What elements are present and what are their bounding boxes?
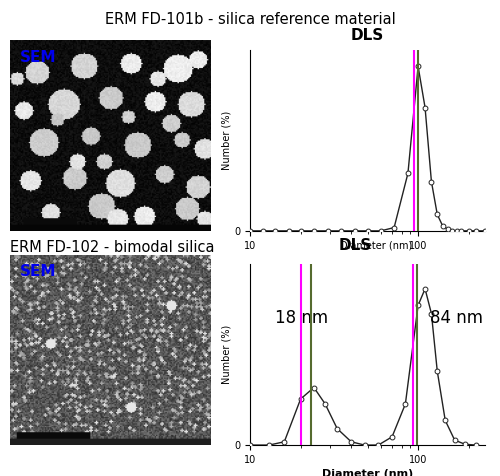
Text: Diameter (nm): Diameter (nm) bbox=[340, 240, 412, 250]
Text: 84 nm: 84 nm bbox=[430, 309, 484, 327]
Y-axis label: Number (%): Number (%) bbox=[222, 111, 232, 170]
Y-axis label: Number (%): Number (%) bbox=[222, 325, 232, 384]
Text: DLS: DLS bbox=[351, 28, 384, 43]
X-axis label: Diameter (nm): Diameter (nm) bbox=[322, 469, 413, 476]
Text: 18 nm: 18 nm bbox=[275, 309, 328, 327]
Text: ERM FD-101b - silica reference material: ERM FD-101b - silica reference material bbox=[104, 12, 396, 27]
Text: SEM: SEM bbox=[20, 50, 57, 65]
Text: ERM FD-102 - bimodal silica: ERM FD-102 - bimodal silica bbox=[10, 240, 214, 256]
Text: SEM: SEM bbox=[20, 264, 57, 279]
Text: DLS: DLS bbox=[339, 238, 372, 253]
